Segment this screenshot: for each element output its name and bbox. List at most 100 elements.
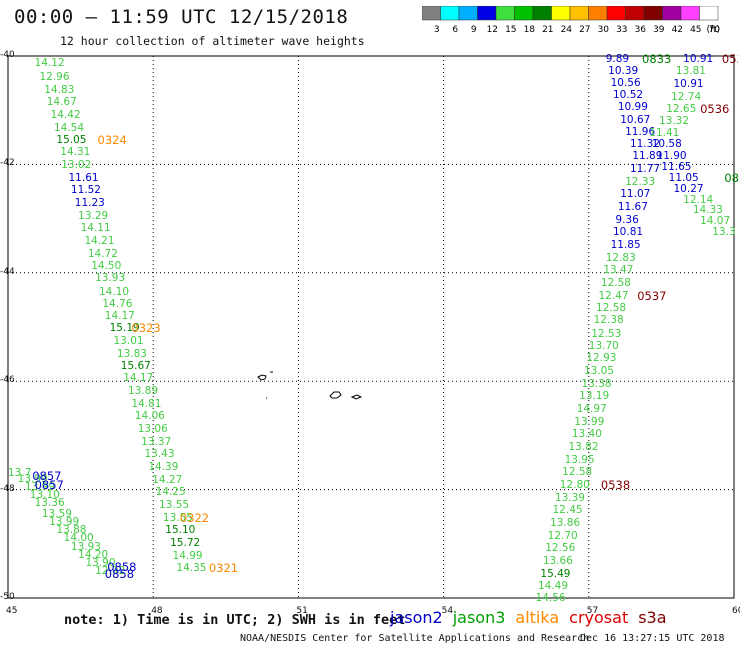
island-outline <box>257 374 267 381</box>
wave-height-value: 13.06 <box>137 422 168 435</box>
wave-height-value: 14.33 <box>692 204 723 217</box>
wave-height-value: 10.91 <box>683 52 714 65</box>
wave-height-value: 13.70 <box>588 339 619 352</box>
wave-height-value: 11.65 <box>661 161 692 174</box>
wave-height-value: 14.27 <box>152 473 183 486</box>
wave-height-value: 12.53 <box>591 327 622 340</box>
wave-height-value: 13.90 <box>85 556 116 569</box>
colorbar-tick-label: 15 <box>505 25 516 35</box>
colorbar-tick-label: 33 <box>616 25 627 35</box>
legend-entry: s3a <box>638 608 667 627</box>
wave-height-value: 13.82 <box>568 441 599 454</box>
map-frame <box>7 55 735 599</box>
pass-time-label: 053 <box>721 52 738 65</box>
pass-time-label: 0833 <box>642 51 672 66</box>
pass-time-label: 0322 <box>179 510 210 525</box>
longitude-tick-label: 54 <box>441 606 454 616</box>
wave-height-value: 13.86 <box>550 517 581 530</box>
wave-height-value: 13.99 <box>574 415 605 428</box>
wave-height-value: 9.89 <box>605 52 630 65</box>
wave-height-value: 11.67 <box>617 200 648 213</box>
wave-height-value: 15.49 <box>540 567 571 580</box>
pass-time-label: 0858 <box>107 559 137 574</box>
wave-height-value: 10.56 <box>610 77 641 90</box>
wave-height-value: 12.38 <box>593 314 624 327</box>
pass-time-label: 0323 <box>131 321 161 336</box>
map-subtitle: 12 hour collection of altimeter wave hei… <box>60 34 365 48</box>
wave-height-value: 11.32 <box>629 137 660 150</box>
longitude-tick-label: 60 <box>732 606 740 616</box>
wave-height-value: 13.7 <box>8 467 32 480</box>
longitude-tick-label: 57 <box>586 606 599 616</box>
wave-height-value: 13.89 <box>128 384 159 397</box>
wave-height-value: 11.90 <box>656 150 687 163</box>
island-outlines <box>257 371 363 400</box>
wave-height-value: 13.93 <box>95 272 126 285</box>
wave-height-value: 14.20 <box>78 548 109 561</box>
wave-height-value: 10.99 <box>617 101 648 114</box>
wave-height-value: 9.36 <box>615 213 639 226</box>
pass-time-label: 0858 <box>104 566 135 581</box>
map-area <box>7 55 735 599</box>
wave-height-value: 12.33 <box>625 175 656 188</box>
wave-height-value: 14.17 <box>123 372 154 385</box>
wave-height-value: 14.11 <box>80 222 111 235</box>
credit-text: NOAA/NESDIS Center for Satellite Applica… <box>240 633 590 644</box>
colorbar-tick-label: 21 <box>542 25 553 35</box>
wave-height-value: 11.05 <box>668 171 699 184</box>
wave-height-value: 14.17 <box>104 310 135 323</box>
wave-height-value: 14.35 <box>176 562 207 575</box>
wave-height-value: 13.55 <box>159 498 190 511</box>
wave-height-value: 11.41 <box>649 126 680 139</box>
colorbar-unit-label: (ft) <box>706 25 720 35</box>
wave-height-value: 13.95 <box>564 453 595 466</box>
map-title: 00:00 – 11:59 UTC 12/15/2018 <box>14 6 349 28</box>
wave-height-value: 13.81 <box>675 65 706 78</box>
wave-height-value: 10.52 <box>613 89 644 102</box>
colorbar-tick-label: 24 <box>561 25 573 35</box>
island-outline <box>329 391 342 399</box>
wave-height-value: 13.99 <box>17 472 48 485</box>
wave-height-value: 12.93 <box>586 352 617 365</box>
wave-height-value: 12.45 <box>552 504 583 517</box>
wave-height-value: 13.43 <box>144 448 175 461</box>
colorbar-tick-label: 36 <box>635 25 647 35</box>
colorbar-tick-label: 30 <box>598 25 610 35</box>
wave-height-value: 11.23 <box>74 197 105 210</box>
wave-height-value: 14.49 <box>537 580 569 593</box>
wave-height-value: 10.91 <box>673 78 704 91</box>
wave-height-value: 11.85 <box>610 238 641 251</box>
wave-height-value: 11.96 <box>625 125 656 138</box>
longitude-tick-label: 51 <box>296 606 308 616</box>
wave-height-value: 12.65 <box>666 103 697 116</box>
wave-height-value: 13.37 <box>141 435 172 448</box>
pass-time-label: 0537 <box>637 288 667 303</box>
wave-height-value: 11.52 <box>70 184 101 197</box>
wave-height-value: 14.31 <box>60 146 91 159</box>
wave-height-value: 15.19 <box>109 322 140 335</box>
colorbar-tick-label: 18 <box>524 25 536 35</box>
colorbar-tick-label: 9 <box>471 25 477 35</box>
latitude-tick-label: -44 <box>0 266 15 277</box>
wave-height-value: 14.99 <box>172 549 203 562</box>
note-text: note: 1) Time is in UTC; 2) SWH is in fe… <box>64 612 406 628</box>
wave-height-value: 13.10 <box>29 489 60 502</box>
wave-height-value: 15.72 <box>170 536 201 549</box>
wave-height-value: 13.59 <box>41 507 72 520</box>
wave-height-value: 13.3 <box>712 226 736 239</box>
wave-height-value: 14.83 <box>44 83 75 96</box>
wave-height-value: 14.42 <box>50 108 81 121</box>
colorbar-tick-label: 39 <box>653 25 665 35</box>
colorbar-swatch <box>699 6 719 21</box>
wave-height-value: 14.97 <box>576 403 607 416</box>
wave-height-value: 10.27 <box>673 182 704 195</box>
pass-time-label: 0321 <box>208 561 239 576</box>
wave-height-value: 13.32 <box>658 115 690 128</box>
wave-height-value: 11.77 <box>629 162 660 175</box>
wave-height-value: 14.56 <box>535 592 566 604</box>
colorbar-tick-label: 45 <box>690 25 701 35</box>
generation-timestamp: Dec 16 13:27:15 UTC 2018 <box>580 633 725 644</box>
island-outline <box>350 394 363 400</box>
wave-height-value: 11.61 <box>68 171 99 184</box>
wave-height-value: 12.58 <box>562 466 593 479</box>
